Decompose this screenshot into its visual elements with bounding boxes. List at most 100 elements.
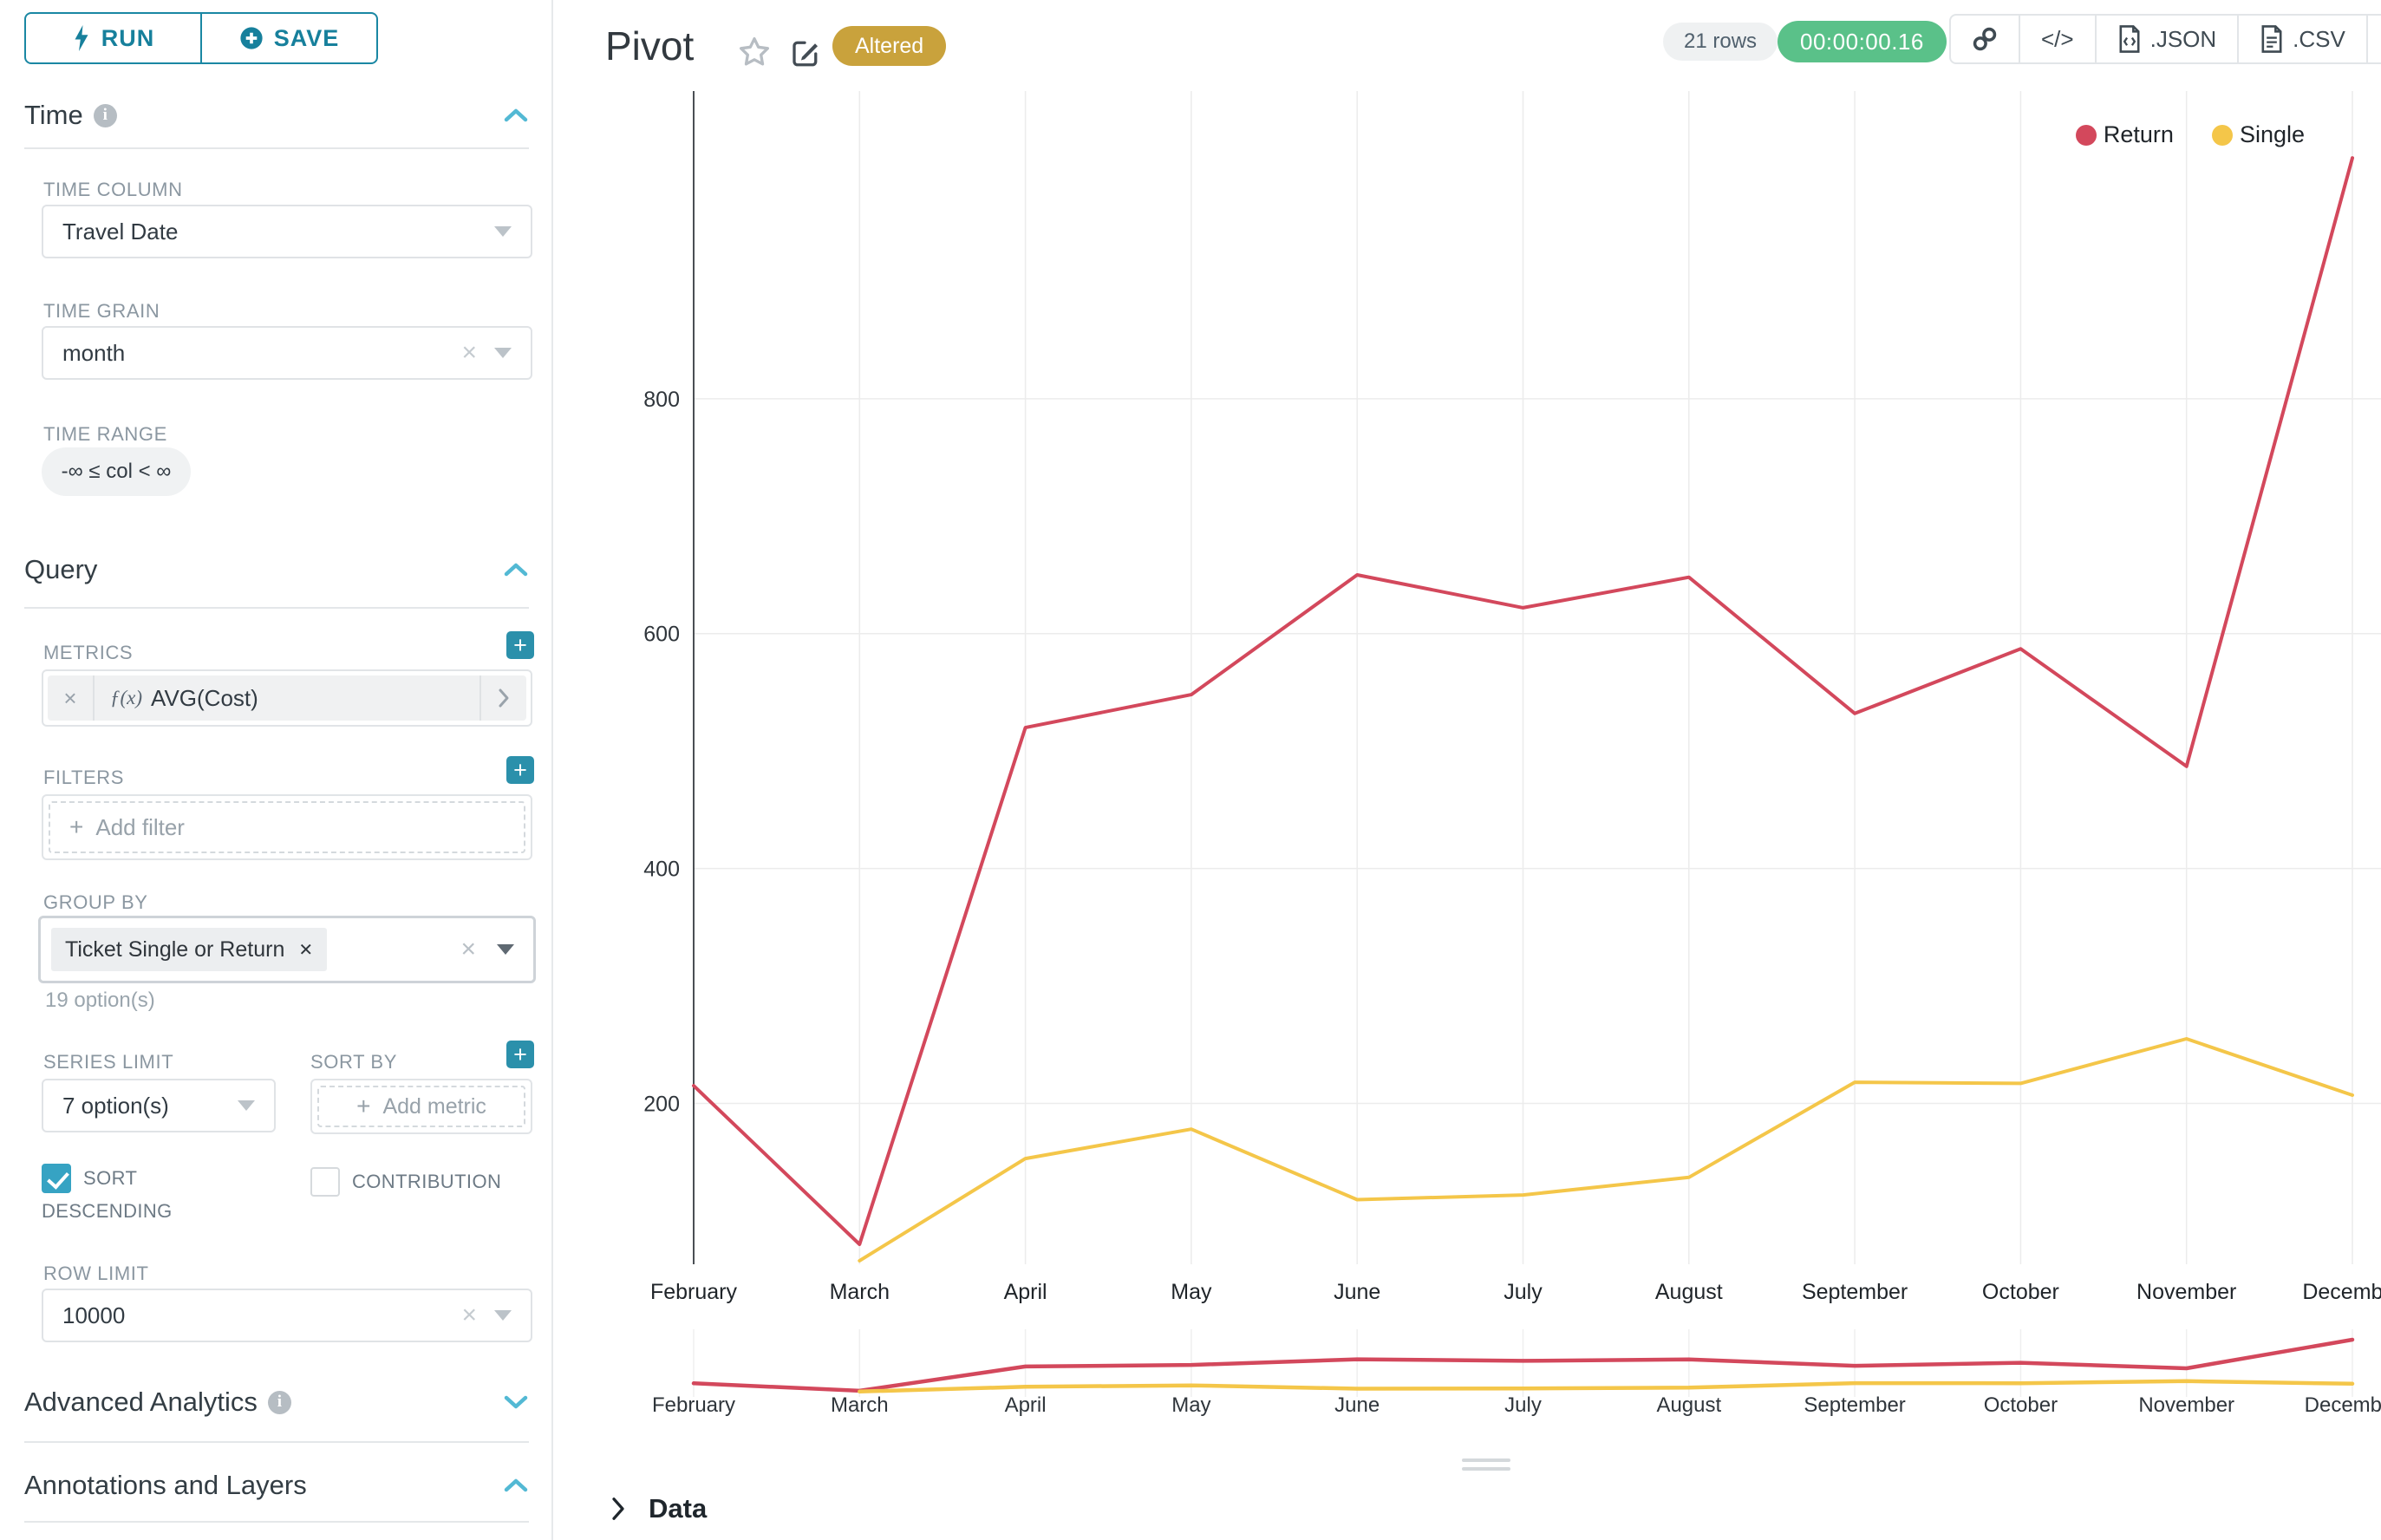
time-grain-select[interactable]: month × [42, 326, 532, 380]
info-icon[interactable]: i [267, 1390, 291, 1414]
plus-icon: + [69, 813, 84, 840]
altered-badge[interactable]: Altered [832, 26, 947, 66]
clear-icon[interactable]: × [461, 1301, 477, 1329]
annotations-layers-title: Annotations and Layers [24, 1470, 307, 1500]
expand-metric-button[interactable] [479, 675, 526, 721]
legend-label-single: Single [2239, 121, 2305, 147]
more-menu-button[interactable] [2365, 16, 2381, 62]
caret-down-icon [494, 1310, 512, 1321]
section-divider [24, 1521, 529, 1523]
group-by-tag[interactable]: Ticket Single or Return ✕ [51, 928, 328, 971]
export-csv-button[interactable]: .CSV [2237, 16, 2366, 62]
edit-title-icon[interactable] [789, 38, 820, 69]
export-csv-label: .CSV [2293, 25, 2345, 52]
data-panel-toggle[interactable]: Data [607, 1493, 707, 1524]
caret-down-icon [238, 1100, 255, 1111]
legend-dot-return [2075, 124, 2097, 146]
svg-text:December: December [2302, 1280, 2381, 1304]
clear-icon[interactable]: × [461, 338, 477, 367]
export-toolbar: </> .JSON .CSV [1949, 14, 2381, 64]
panel-resize-handle[interactable] [1462, 1458, 1510, 1476]
svg-text:June: June [1334, 1393, 1380, 1417]
series-limit-select[interactable]: 7 option(s) [42, 1079, 276, 1132]
metric-pill[interactable]: × ƒ(x) AVG(Cost) [48, 675, 526, 721]
export-json-button[interactable]: .JSON [2094, 16, 2238, 62]
favorite-star-icon[interactable] [737, 35, 772, 69]
svg-text:October: October [1984, 1393, 2058, 1417]
save-button-label: SAVE [273, 24, 340, 51]
svg-text:February: February [650, 1280, 738, 1304]
file-text-icon [2261, 25, 2282, 53]
query-duration-badge: 00:00:00.16 [1778, 21, 1947, 62]
contribution-control[interactable]: CONTRIBUTION [310, 1165, 553, 1198]
run-button[interactable]: RUN [26, 14, 200, 62]
chevron-down-icon[interactable] [503, 1394, 529, 1410]
advanced-analytics-title: Advanced Analytics [24, 1387, 258, 1417]
sort-descending-control[interactable]: SORT DESCENDING [42, 1162, 258, 1228]
group-by-label: GROUP BY [43, 891, 148, 913]
section-divider [24, 147, 529, 149]
remove-tag-icon[interactable]: ✕ [298, 940, 314, 960]
chevron-up-icon[interactable] [503, 108, 529, 123]
sort-descending-checkbox[interactable] [42, 1164, 71, 1193]
group-by-tag-label: Ticket Single or Return [65, 936, 285, 962]
run-button-label: RUN [101, 24, 155, 51]
legend-item-return[interactable]: Return [2075, 121, 2174, 148]
svg-text:March: March [831, 1393, 889, 1417]
time-column-select[interactable]: Travel Date [42, 205, 532, 258]
svg-text:May: May [1171, 1280, 1212, 1304]
time-column-value: Travel Date [62, 218, 179, 245]
add-metric-dropzone[interactable]: + Add metric [317, 1086, 525, 1127]
info-icon[interactable]: i [93, 103, 117, 127]
clear-icon[interactable]: × [460, 935, 476, 963]
svg-text:August: August [1655, 1280, 1723, 1304]
contribution-checkbox[interactable] [310, 1167, 340, 1197]
fx-icon: ƒ(x) [110, 687, 143, 708]
group-by-select[interactable]: Ticket Single or Return ✕ × [38, 916, 536, 983]
legend-item-single[interactable]: Single [2211, 121, 2305, 148]
svg-text:June: June [1334, 1280, 1380, 1304]
save-button[interactable]: SAVE [200, 14, 376, 62]
svg-text:600: 600 [643, 623, 680, 647]
annotations-layers-header[interactable]: Annotations and Layers [24, 1467, 529, 1504]
svg-text:December: December [2305, 1393, 2381, 1417]
export-json-label: .JSON [2149, 25, 2217, 52]
svg-text:May: May [1171, 1393, 1210, 1417]
remove-metric-icon[interactable]: × [48, 675, 95, 721]
advanced-analytics-header[interactable]: Advanced Analytics i [24, 1384, 529, 1420]
svg-text:September: September [1804, 1393, 1905, 1417]
svg-text:400: 400 [643, 858, 680, 882]
file-code-icon [2119, 25, 2140, 53]
svg-text:October: October [1982, 1280, 2059, 1304]
series-limit-value: 7 option(s) [62, 1092, 169, 1119]
query-section-header[interactable]: Query [24, 551, 529, 588]
svg-text:February: February [652, 1393, 735, 1417]
row-limit-label: ROW LIMIT [43, 1263, 149, 1284]
plus-icon: + [356, 1093, 371, 1119]
time-section-header[interactable]: Time i [24, 97, 529, 134]
chevron-up-icon[interactable] [503, 562, 529, 578]
add-filter-button[interactable]: + [506, 756, 534, 784]
query-section-title: Query [24, 554, 98, 584]
time-range-pill[interactable]: -∞ ≤ col < ∞ [42, 447, 191, 496]
add-metric-button[interactable]: + [506, 631, 534, 659]
add-metric-label: Add metric [382, 1093, 486, 1119]
add-sort-metric-button[interactable]: + [506, 1041, 534, 1068]
chart-canvas[interactable]: February February March March April April May M… [553, 0, 2381, 1540]
section-divider [24, 607, 529, 609]
row-limit-select[interactable]: 10000 × [42, 1289, 532, 1342]
link-icon [1973, 27, 1997, 51]
time-column-label: TIME COLUMN [43, 179, 183, 200]
copy-link-button[interactable] [1951, 16, 2019, 62]
chevron-right-icon [612, 1498, 624, 1520]
svg-text:August: August [1656, 1393, 1721, 1417]
add-filter-dropzone[interactable]: + Add filter [49, 801, 525, 853]
caret-down-icon [494, 348, 512, 358]
svg-text:July: July [1504, 1280, 1543, 1304]
embed-code-button[interactable]: </> [2019, 16, 2095, 62]
svg-text:November: November [2138, 1393, 2234, 1417]
svg-text:April: April [1004, 1280, 1047, 1304]
time-grain-value: month [62, 339, 126, 366]
row-count-label: 21 rows [1684, 29, 1758, 53]
chevron-up-icon[interactable] [503, 1478, 529, 1493]
